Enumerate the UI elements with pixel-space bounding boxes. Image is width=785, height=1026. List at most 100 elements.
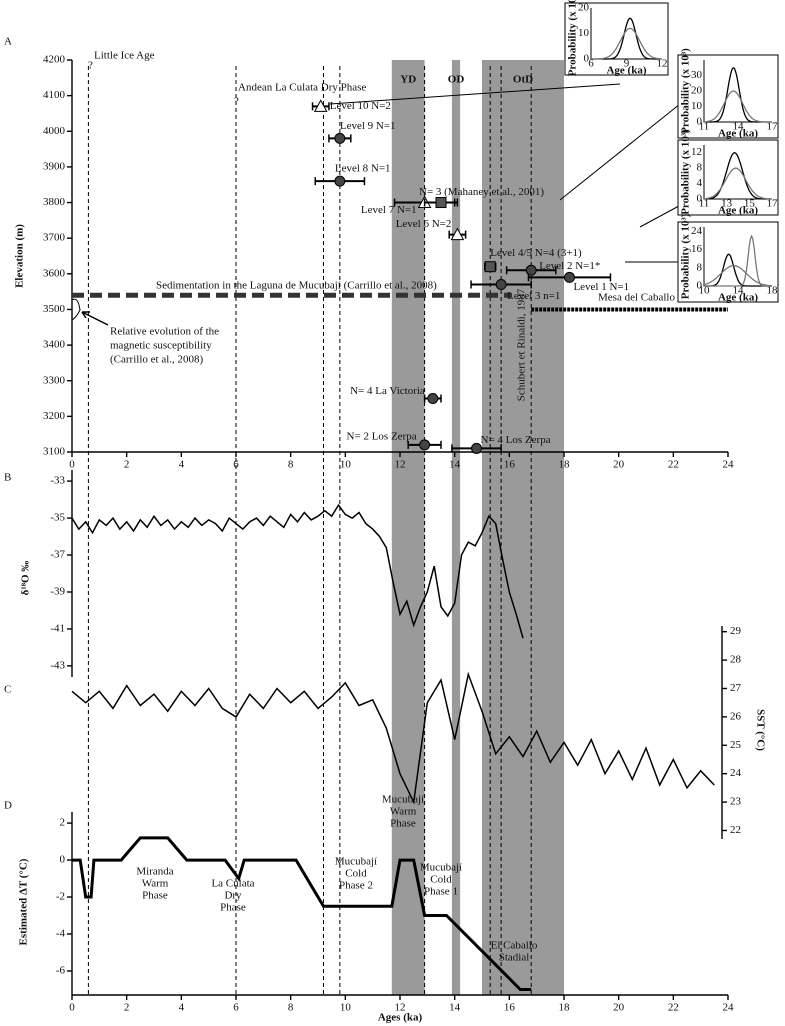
y-tick-label: 29 xyxy=(730,625,742,637)
inset-y-tick: 0 xyxy=(697,116,703,128)
inset-y-tick: 0 xyxy=(584,53,590,65)
x-axis-title: Ages (ka) xyxy=(378,1012,423,1024)
x-tick-label: 16 xyxy=(504,459,516,471)
data-line xyxy=(72,836,532,991)
point xyxy=(450,227,465,241)
inset-box xyxy=(677,139,779,216)
data-line xyxy=(71,503,524,639)
phase-label: Mucubají xyxy=(335,856,377,868)
point-label: Level 3 n=1 xyxy=(507,290,560,302)
y-tick-label: -43 xyxy=(50,659,65,671)
band-label: OD xyxy=(448,74,465,86)
band-label: YD xyxy=(400,74,416,86)
y-tick-label: 4100 xyxy=(43,89,66,101)
phase-label: Dry xyxy=(224,890,242,902)
y-tick-label: 28 xyxy=(730,654,742,666)
point-label: N= 4 La Victoria xyxy=(350,385,425,397)
y-tick-label: -35 xyxy=(50,512,65,524)
inset-x-title: Age (ka) xyxy=(718,292,758,304)
y-axis-title: Elevation (m) xyxy=(14,224,26,288)
x-tick-label: 8 xyxy=(288,459,294,471)
inset-x-title: Age (ka) xyxy=(606,65,646,77)
y-tick-label: -2 xyxy=(56,891,65,903)
inset-y-tick: 20 xyxy=(691,85,703,97)
x-tick-label: 24 xyxy=(723,1002,735,1014)
y-tick-label: 3200 xyxy=(43,410,66,422)
inset-y-tick: 8 xyxy=(697,261,703,273)
inset-x-tick: 6 xyxy=(588,58,594,70)
phase-label: Warm xyxy=(142,878,169,890)
x-tick-label: 2 xyxy=(124,459,130,471)
point xyxy=(563,271,575,283)
point-label: Level 4/5 N=4 (3+1) xyxy=(490,247,582,259)
arrow xyxy=(81,311,109,326)
point xyxy=(484,261,496,273)
y-tick-label: 4200 xyxy=(43,54,66,66)
y-tick-label: 0 xyxy=(60,854,66,866)
inset-y-tick: 0 xyxy=(697,193,703,205)
x-tick-label: 22 xyxy=(668,1002,679,1014)
annotation: (Carrillo et al., 2008) xyxy=(110,354,204,366)
phase-label: Phase xyxy=(220,902,246,914)
y-tick-label: 4000 xyxy=(43,125,66,137)
inset-x-title: Age (ka) xyxy=(718,205,758,217)
y-tick-label: 3900 xyxy=(43,160,66,172)
point-label: Level 9 N=1 xyxy=(340,120,396,132)
phase-label: Warm xyxy=(390,806,417,818)
probability-curve xyxy=(591,27,663,60)
annotation: Little Ice Age xyxy=(94,50,155,62)
phase-label: Phase 1 xyxy=(424,886,458,898)
x-tick-label: 10 xyxy=(340,1002,352,1014)
point-label: N= 4 Los Zerpa xyxy=(481,434,551,446)
probability-curve xyxy=(704,253,772,287)
x-tick-label: 18 xyxy=(559,1002,571,1014)
y-tick-label: -6 xyxy=(56,965,66,977)
inset-y-tick: 30 xyxy=(691,69,703,81)
panel-letter: A xyxy=(4,36,12,48)
x-tick-label: 0 xyxy=(69,459,75,471)
mesa-label: Mesa del Caballo xyxy=(598,292,675,304)
cold-band xyxy=(391,60,425,995)
point-label: Level 2 N=1* xyxy=(539,260,600,272)
data-line xyxy=(71,671,715,805)
x-tick-label: 20 xyxy=(613,1002,625,1014)
point xyxy=(435,197,447,209)
cold-band xyxy=(482,60,564,995)
x-tick-label: 18 xyxy=(559,459,571,471)
phase-label: Phase xyxy=(142,890,168,902)
y-axis-title: Estimated ΔT (°C) xyxy=(18,858,30,945)
y-tick-label: 3400 xyxy=(43,339,66,351)
y-tick-label: -39 xyxy=(50,586,65,598)
y-tick-label: -4 xyxy=(56,928,66,940)
point-label: Level 7 N=1 xyxy=(361,204,417,216)
inset-x-tick: 17 xyxy=(767,121,779,133)
y-axis-title: δ¹⁸O ‰ xyxy=(20,561,32,596)
inset-y-tick: 8 xyxy=(697,162,703,174)
inset-x-tick: 9 xyxy=(624,58,630,70)
phase-label: Mucubají xyxy=(420,862,462,874)
phase-label: La Culata xyxy=(211,878,254,890)
x-tick-label: 22 xyxy=(668,459,679,471)
leader-line xyxy=(559,95,691,201)
annotation: Relative evolution of the xyxy=(110,326,219,338)
x-tick-label: 8 xyxy=(288,1002,294,1014)
phase-label: Cold xyxy=(430,874,452,886)
inset-y-tick: 10 xyxy=(578,27,590,39)
point-label: Level 8 N=1 xyxy=(335,163,391,175)
inset-y-tick: 12 xyxy=(691,146,702,158)
y-tick-label: 3300 xyxy=(43,374,66,386)
inset-x-tick: 15 xyxy=(744,198,756,210)
x-tick-label: 16 xyxy=(504,1002,516,1014)
y-tick-label: 3100 xyxy=(43,446,66,458)
point-label: Level 1 N=1 xyxy=(573,281,629,293)
x-tick-label: 24 xyxy=(723,459,735,471)
x-tick-label: 14 xyxy=(449,459,461,471)
cold-band xyxy=(451,60,461,995)
probability-curve xyxy=(704,90,772,123)
panel-letter: C xyxy=(4,684,11,696)
y-tick-label: -41 xyxy=(50,622,65,634)
leader-line xyxy=(329,83,621,105)
probability-curve xyxy=(704,151,772,200)
y-tick-label: 3800 xyxy=(43,196,66,208)
y-tick-label: 23 xyxy=(730,796,742,808)
